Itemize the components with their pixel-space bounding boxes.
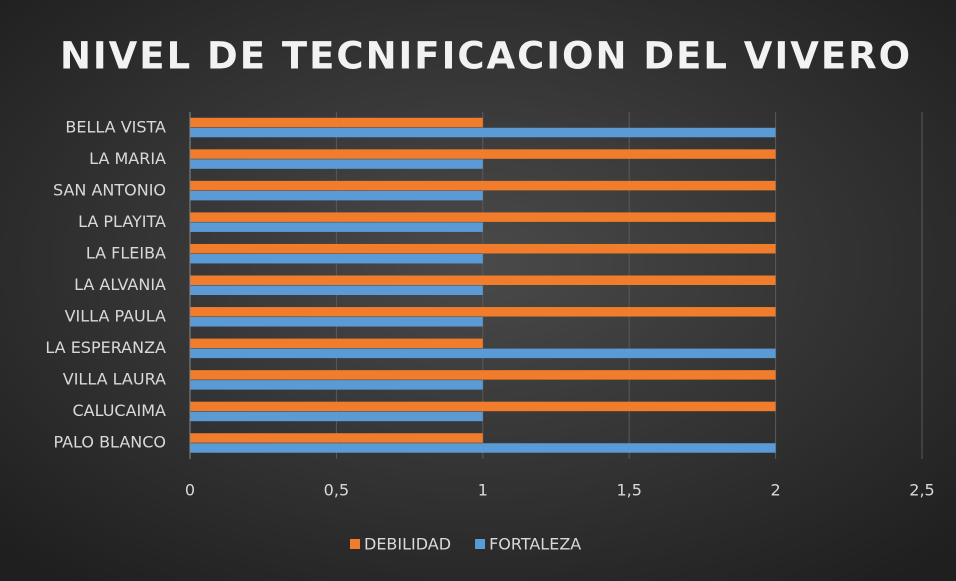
x-tick-label: 2,5 xyxy=(909,481,934,500)
x-tick-label: 2 xyxy=(771,481,781,500)
bar xyxy=(190,253,483,264)
y-tick-label: CALUCAIMA xyxy=(72,401,166,420)
x-tick-label: 0,5 xyxy=(324,481,349,500)
x-tick-label: 1,5 xyxy=(616,481,641,500)
bar xyxy=(190,180,776,191)
y-tick-label: LA ALVANIA xyxy=(74,275,166,294)
bar xyxy=(190,117,483,128)
y-tick-label: LA PLAYITA xyxy=(78,212,166,231)
bar xyxy=(190,370,776,380)
bar xyxy=(190,159,483,169)
bar xyxy=(190,401,776,412)
bar xyxy=(190,275,776,285)
bar xyxy=(190,338,483,349)
bar xyxy=(190,149,776,159)
y-tick-label: LA ESPERANZA xyxy=(45,338,166,357)
bar xyxy=(190,433,483,443)
y-tick-label: VILLA PAULA xyxy=(65,307,166,326)
bar xyxy=(190,307,776,317)
chart-title: NIVEL DE TECNIFICACION DEL VIVERO xyxy=(60,35,912,78)
bar xyxy=(190,222,483,232)
y-tick-label: SAN ANTONIO xyxy=(53,180,166,199)
bar xyxy=(190,127,776,138)
bar xyxy=(190,411,483,422)
y-tick-label: LA MARIA xyxy=(89,149,166,168)
y-tick-label: PALO BLANCO xyxy=(53,433,166,452)
y-tick-label: LA FLEIBA xyxy=(86,243,166,262)
x-tick-label: 1 xyxy=(478,481,488,500)
legend-label: DEBILIDAD xyxy=(364,535,451,554)
bar xyxy=(190,443,776,453)
x-tick-label: 0 xyxy=(185,481,195,500)
legend-swatch xyxy=(350,539,360,549)
bar xyxy=(190,285,483,295)
y-tick-label: BELLA VISTA xyxy=(65,117,166,136)
legend-swatch xyxy=(475,539,486,549)
bar xyxy=(190,243,776,254)
legend-label: FORTALEZA xyxy=(489,535,581,554)
y-tick-label: VILLA LAURA xyxy=(63,370,166,389)
bar xyxy=(190,317,483,327)
bar xyxy=(190,212,776,222)
bar xyxy=(190,190,483,201)
bar xyxy=(190,348,776,359)
bar xyxy=(190,380,483,390)
